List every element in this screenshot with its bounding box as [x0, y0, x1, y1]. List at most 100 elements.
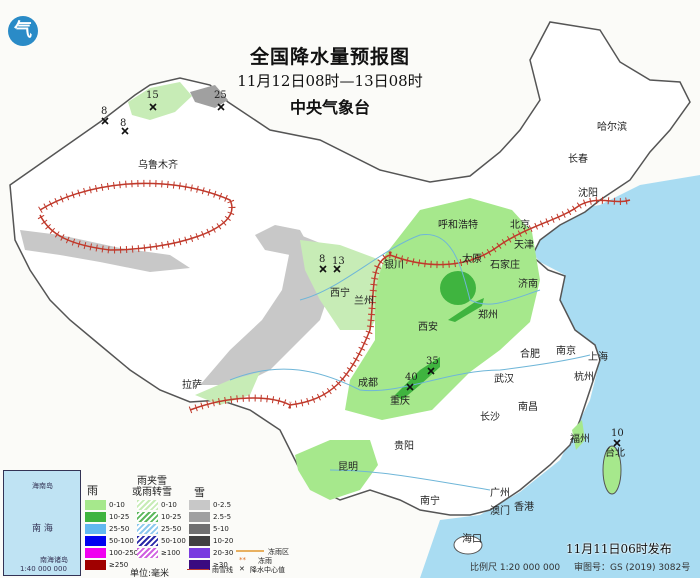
center-value: 25	[214, 90, 227, 101]
legend-zone-line: 冻雨区	[268, 548, 289, 556]
legend-swatch-snow	[189, 512, 210, 522]
legend-label-snow: ≥30	[213, 561, 228, 569]
legend-swatch-rain	[85, 512, 106, 522]
city-label: 台北	[605, 448, 625, 459]
city-label: 南京	[556, 346, 576, 357]
legend-label-snow: 5-10	[213, 525, 229, 533]
legend-rain-title: 雨	[87, 484, 98, 497]
issue-time: 11月11日06时发布	[566, 542, 672, 556]
hainan	[453, 535, 483, 555]
legend-label-mix: ≥100	[161, 549, 181, 557]
legend-rain-snow-line: 雨雪线	[212, 566, 233, 574]
legend-swatch-rain	[85, 524, 106, 534]
city-label: 兰州	[354, 296, 374, 307]
map-approval-number: 审图号：GS (2019) 3082号	[574, 563, 691, 573]
map-scale: 比例尺 1:20 000 000	[470, 563, 561, 573]
center-marker-icon: ✕	[239, 565, 245, 573]
legend-center-value: 降水中心值	[250, 566, 285, 574]
city-label: 澳门	[490, 506, 510, 517]
legend-swatch-rain	[85, 536, 106, 546]
rain-area-fujian	[572, 420, 585, 450]
rain-moderate-henan	[448, 298, 484, 322]
city-label: 南宁	[420, 496, 440, 507]
inset-sea-label: 南 海	[32, 524, 53, 534]
legend-label-rain: 50-100	[109, 537, 134, 545]
city-label: 北京	[510, 220, 530, 231]
city-label: 乌鲁木齐	[138, 160, 178, 171]
taiwan	[602, 445, 622, 495]
legend-label-mix: 0-10	[161, 501, 177, 509]
legend-label-rain: 25-50	[109, 525, 130, 533]
center-value: 35	[426, 356, 439, 367]
rain-snow-line-symbol	[187, 569, 209, 570]
legend-snow-title: 雪	[194, 486, 205, 499]
city-label: 福州	[570, 434, 590, 445]
legend-swatch-snow	[189, 500, 210, 510]
agency-name: 中央气象台	[289, 98, 370, 117]
center-value: 13	[332, 256, 345, 267]
legend-swatch-mix	[137, 512, 158, 522]
city-label: 贵阳	[394, 441, 414, 452]
legend-unit: 单位:毫米	[130, 569, 170, 578]
center-value: 8	[101, 106, 108, 117]
legend-label-mix: 10-25	[161, 513, 182, 521]
legend: 雨 雨夹雪 或雨转雪 雪 0-10 10-25 25-50 50-100 100-250…	[82, 470, 292, 578]
city-label: 香港	[514, 502, 534, 513]
legend-swatch-snow	[189, 560, 210, 570]
legend-swatch-snow	[189, 548, 210, 558]
city-label: 石家庄	[490, 260, 520, 271]
legend-label-rain: 100-250	[109, 549, 139, 557]
city-label: 长沙	[480, 412, 500, 423]
legend-swatch-rain	[85, 548, 106, 558]
city-label: 广州	[490, 488, 510, 499]
south-china-sea-inset: 海南岛 南 海 南海诸岛 1:40 000 000	[3, 470, 81, 576]
city-label: 昆明	[338, 462, 358, 473]
city-label: 西安	[418, 322, 438, 333]
city-label: 重庆	[390, 396, 410, 407]
city-label: 呼和浩特	[438, 220, 478, 231]
rain-snow-line	[36, 179, 632, 414]
legend-swatch-snow	[189, 524, 210, 534]
legend-label-rain: 0-10	[109, 501, 125, 509]
city-label: 太原	[462, 254, 482, 265]
legend-swatch-mix	[137, 536, 158, 546]
map-title: 全国降水量预报图	[249, 46, 410, 68]
forecast-period: 11月12日08时—13日08时	[237, 72, 423, 90]
city-label: 海口	[462, 534, 482, 545]
snow-area-altai	[190, 85, 228, 108]
sea	[420, 175, 700, 578]
legend-label-mix: 50-100	[161, 537, 186, 545]
city-label: 上海	[588, 352, 608, 363]
legend-label-snow: 20-30	[213, 549, 234, 557]
legend-label-snow: 10-20	[213, 537, 234, 545]
cma-logo: 气	[8, 16, 38, 46]
inset-scale: 1:40 000 000	[20, 565, 67, 573]
snow-area-tibet	[200, 235, 330, 385]
legend-swatch-mix	[137, 500, 158, 510]
snow-area-qilian	[255, 225, 310, 255]
mix-area-xinjiang	[128, 82, 192, 120]
zone-line-symbol	[236, 550, 264, 552]
freezing-rain-icon: **	[239, 556, 246, 564]
inset-island-label: 海南岛	[32, 482, 53, 490]
legend-label-snow: 0-2.5	[213, 501, 232, 509]
rain-moderate-shanxi	[440, 271, 476, 305]
center-value: 8	[319, 254, 326, 265]
legend-mix-title-2: 或雨转雪	[132, 487, 172, 498]
precip-center-markers	[101, 103, 621, 447]
legend-mix-title-1: 雨夹雪	[137, 476, 167, 487]
center-value: 10	[611, 428, 624, 439]
city-label: 长春	[568, 154, 588, 165]
legend-label-mix: 25-50	[161, 525, 182, 533]
city-label: 天津	[514, 240, 534, 251]
legend-swatch-rain	[85, 500, 106, 510]
center-value: 40	[405, 372, 418, 383]
center-value: 8	[120, 118, 127, 129]
city-label: 哈尔滨	[597, 122, 627, 133]
city-label: 郑州	[478, 310, 498, 321]
city-label: 南昌	[518, 402, 538, 413]
legend-label-snow: 2.5-5	[213, 513, 232, 521]
city-label: 合肥	[520, 349, 540, 360]
